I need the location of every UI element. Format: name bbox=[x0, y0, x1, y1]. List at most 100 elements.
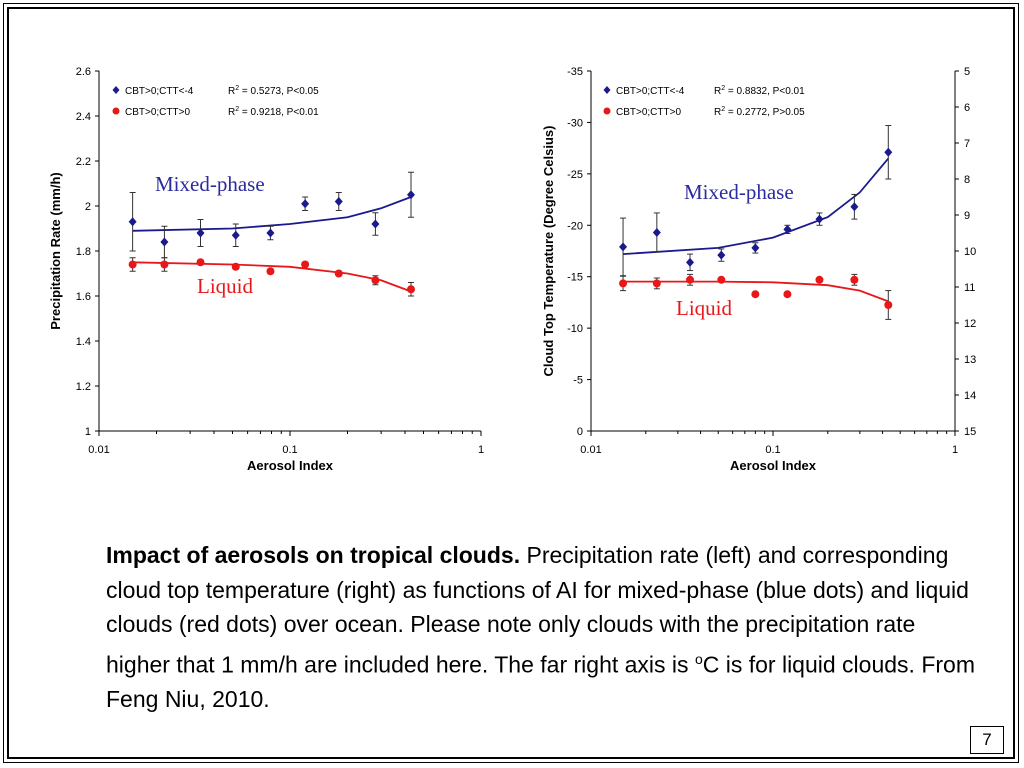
data-point bbox=[783, 290, 792, 299]
legend-marker bbox=[603, 107, 611, 115]
data-point bbox=[815, 275, 824, 284]
y-tick-label: -25 bbox=[567, 169, 583, 181]
data-point bbox=[619, 279, 628, 288]
series-mixed-phase bbox=[128, 171, 415, 259]
legend-label: CBT>0;CTT>0 bbox=[616, 107, 681, 118]
y-tick-label: 2.4 bbox=[76, 111, 91, 123]
legend-stat: R2 = 0.9218, P<0.01 bbox=[228, 106, 319, 118]
data-point bbox=[406, 190, 415, 200]
data-point bbox=[371, 219, 380, 229]
y-tick-label: 2.6 bbox=[76, 66, 91, 78]
data-point bbox=[717, 275, 726, 284]
y-tick-label: -35 bbox=[567, 66, 583, 78]
legend-marker bbox=[112, 86, 120, 94]
data-point bbox=[619, 242, 628, 252]
data-point bbox=[231, 262, 240, 271]
annotation-mixed-phase: Mixed-phase bbox=[155, 172, 265, 196]
data-point bbox=[850, 275, 859, 284]
legend-stat: R2 = 0.2772, P>0.05 bbox=[714, 106, 805, 118]
data-point bbox=[334, 269, 343, 278]
legend-label: CBT>0;CTT<-4 bbox=[125, 86, 194, 97]
data-point bbox=[231, 230, 240, 240]
y-tick-label: 1.2 bbox=[76, 381, 91, 393]
y2-tick-label: 8 bbox=[964, 174, 970, 186]
data-point bbox=[751, 290, 760, 299]
y-tick-label: -5 bbox=[573, 375, 583, 387]
x-axis-label: Aerosol Index bbox=[730, 458, 817, 473]
chart-right: 0 -5 -10 -15 -20 -25 -30 -35 5 6 7 8 9 10 11 12 13 14 15 0.… bbox=[541, 66, 976, 473]
data-point bbox=[301, 260, 310, 269]
y2-tick-label: 15 bbox=[964, 426, 976, 438]
legend-marker bbox=[112, 107, 120, 115]
y-tick-label: 0 bbox=[577, 426, 583, 438]
x-tick-label: 0.1 bbox=[765, 444, 780, 456]
slide-outer-border bbox=[3, 3, 1019, 763]
series-liquid bbox=[619, 273, 893, 320]
caption-text-b: C is for liquid clouds. From Feng Niu, 2… bbox=[106, 651, 975, 712]
data-point bbox=[652, 279, 661, 288]
caption-degree-sup: o bbox=[694, 650, 703, 667]
fit-curve bbox=[622, 157, 889, 255]
chart-left: 1 1.2 1.4 1.6 1.8 2 2.2 2.4 2.6 0.01 0.1 1 Aerosol I… bbox=[48, 66, 484, 473]
series-mixed-phase bbox=[619, 125, 893, 277]
x-tick-label: 1 bbox=[478, 444, 484, 456]
y2-tick-label: 14 bbox=[964, 390, 976, 402]
data-point bbox=[686, 275, 695, 284]
legend-marker bbox=[603, 86, 611, 94]
data-point bbox=[884, 147, 893, 157]
data-point bbox=[884, 301, 893, 309]
x-tick-label: 0.01 bbox=[580, 444, 601, 456]
y-tick-label: 1.8 bbox=[76, 246, 91, 258]
y-tick-label: 2 bbox=[85, 201, 91, 213]
y2-tick-label: 12 bbox=[964, 318, 976, 330]
legend-stat: R2 = 0.5273, P<0.05 bbox=[228, 85, 319, 97]
data-point bbox=[334, 197, 343, 206]
y2-tick-label: 11 bbox=[964, 282, 975, 294]
data-point bbox=[196, 258, 205, 267]
series-liquid bbox=[128, 257, 415, 297]
legend-label: CBT>0;CTT<-4 bbox=[616, 86, 685, 97]
x-tick-label: 1 bbox=[952, 444, 958, 456]
y-tick-label: -10 bbox=[567, 323, 583, 335]
data-point bbox=[301, 199, 310, 209]
data-point bbox=[160, 260, 169, 269]
data-point bbox=[128, 217, 137, 227]
data-point bbox=[160, 237, 169, 247]
data-point bbox=[266, 267, 275, 276]
y-axis-label: Precipitation Rate (mm/h) bbox=[48, 172, 63, 329]
legend-label: CBT>0;CTT>0 bbox=[125, 107, 190, 118]
slide-inner-border bbox=[7, 7, 1015, 759]
annotation-liquid: Liquid bbox=[197, 274, 253, 298]
annotation-liquid: Liquid bbox=[676, 296, 732, 320]
y2-tick-label: 6 bbox=[964, 102, 970, 114]
data-point bbox=[266, 228, 275, 238]
data-point bbox=[128, 260, 137, 269]
data-point bbox=[652, 227, 661, 237]
y-tick-label: -20 bbox=[567, 220, 583, 232]
x-tick-label: 0.1 bbox=[282, 444, 297, 456]
page-number: 7 bbox=[970, 726, 1004, 754]
y-tick-label: 2.2 bbox=[76, 156, 91, 168]
y2-tick-label: 10 bbox=[964, 246, 976, 258]
x-tick-label: 0.01 bbox=[88, 444, 109, 456]
y2-tick-label: 7 bbox=[964, 138, 970, 150]
data-point bbox=[815, 214, 824, 224]
data-point bbox=[406, 285, 415, 294]
y-axis-label: Cloud Top Temperature (Degree Celsius) bbox=[541, 126, 556, 377]
fit-curve bbox=[132, 261, 412, 293]
y-tick-label: -15 bbox=[567, 272, 583, 284]
y-tick-label: 1.4 bbox=[76, 336, 91, 348]
data-point bbox=[196, 228, 205, 238]
fit-curve bbox=[132, 196, 412, 232]
y2-tick-label: 9 bbox=[964, 210, 970, 222]
y-tick-label: 1.6 bbox=[76, 291, 91, 303]
y-tick-label: 1 bbox=[85, 426, 91, 438]
x-axis-label: Aerosol Index bbox=[247, 458, 334, 473]
data-point bbox=[686, 257, 695, 267]
data-point bbox=[717, 250, 726, 260]
caption-text-a: Precipitation rate (left) and correspond… bbox=[106, 542, 969, 678]
data-point bbox=[783, 224, 792, 234]
data-point bbox=[371, 276, 380, 285]
caption-title: Impact of aerosols on tropical clouds. bbox=[106, 542, 521, 568]
